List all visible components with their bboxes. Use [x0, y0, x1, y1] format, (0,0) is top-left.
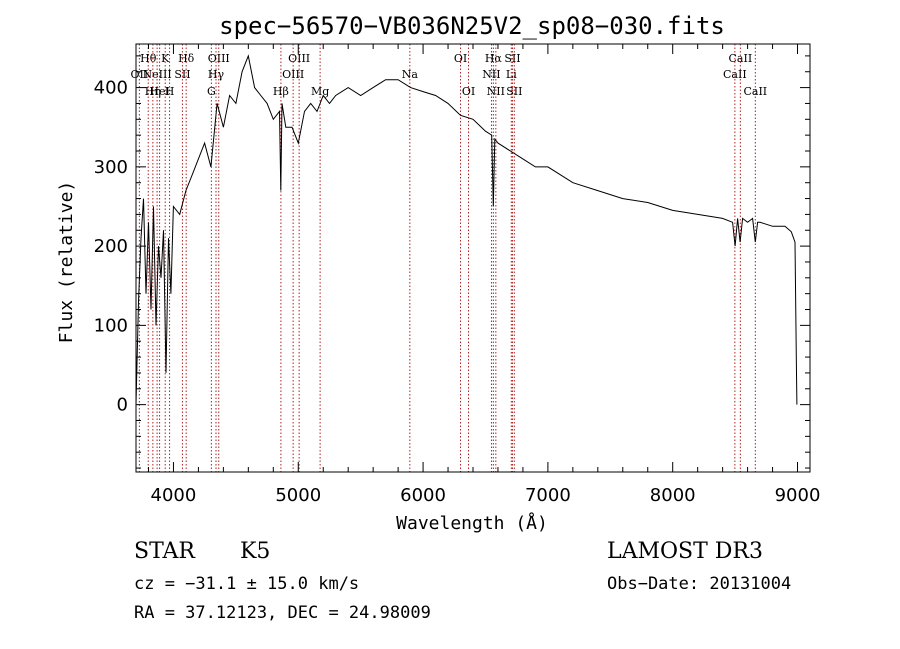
- line-label-27: CaII: [743, 85, 767, 98]
- y-tick-label-3: 300: [94, 157, 128, 178]
- line-label-16: Na: [402, 68, 419, 81]
- y-tick-label-1: 100: [94, 315, 128, 336]
- object-subclass: K5: [240, 539, 271, 564]
- line-label-3: NeIII: [143, 68, 172, 81]
- line-label-11: OIII: [208, 52, 230, 65]
- line-label-20: Hα: [485, 52, 503, 65]
- emission-line-labels: OII Hθ Hη NeIII HeI K H SII Hδ G Hγ OIII Hβ OIII OIII M…: [131, 52, 768, 98]
- line-label-17: OI: [454, 52, 467, 65]
- line-label-15: Mg: [311, 85, 329, 98]
- observation-date: Obs−Date: 20131004: [607, 574, 792, 594]
- line-label-4: HeI: [149, 85, 169, 98]
- line-label-24: SII: [506, 85, 522, 98]
- x-tick-label-1: 5000: [275, 485, 321, 506]
- x-tick-label-3: 7000: [525, 485, 571, 506]
- x-tick-label-5: 9000: [775, 485, 821, 506]
- y-tick-label-2: 200: [94, 236, 128, 257]
- line-label-1: Hθ: [140, 52, 157, 65]
- survey-name: LAMOST DR3: [607, 539, 763, 564]
- line-label-10: Hγ: [208, 68, 225, 81]
- x-tick-label-4: 8000: [650, 485, 696, 506]
- y-axis-ticks: 0 100 200 300 400: [94, 55, 810, 469]
- line-label-19: NII: [482, 68, 500, 81]
- line-label-9: G: [207, 85, 216, 98]
- line-label-5: K: [161, 52, 170, 65]
- x-axis-label: Wavelength (Å): [396, 512, 548, 534]
- line-label-13: OIII: [282, 68, 304, 81]
- y-tick-label-4: 400: [94, 78, 128, 99]
- line-label-21: NII: [487, 85, 505, 98]
- line-label-7: SII: [174, 68, 190, 81]
- y-tick-label-0: 0: [117, 395, 128, 416]
- line-label-22: Li: [506, 68, 517, 81]
- line-label-0: OII: [131, 68, 149, 81]
- x-tick-label-0: 4000: [151, 485, 197, 506]
- coordinates: RA = 37.12123, DEC = 24.98009: [134, 603, 431, 623]
- line-label-18: OI: [462, 85, 475, 98]
- redshift-cz: cz = −31.1 ± 15.0 km/s: [134, 574, 360, 594]
- x-tick-label-2: 6000: [400, 485, 446, 506]
- line-label-2: Hη: [145, 85, 161, 98]
- object-class: STAR: [134, 539, 195, 564]
- plot-frame: [135, 43, 811, 473]
- flux-series-line: [135, 54, 798, 405]
- line-label-23: SII: [504, 52, 520, 65]
- line-label-14: OIII: [288, 52, 310, 65]
- line-label-12: Hβ: [273, 85, 289, 98]
- line-label-6: H: [165, 85, 175, 98]
- emission-line-markers: [138, 44, 756, 472]
- line-label-26: CaII: [729, 52, 753, 65]
- line-label-25: CaII: [723, 68, 747, 81]
- line-label-8: Hδ: [178, 52, 195, 65]
- chart-title: spec−56570−VB036N25V2_sp08−030.fits: [219, 12, 725, 40]
- x-axis-ticks: 4000 5000 6000 7000 8000 9000: [147, 44, 821, 506]
- y-axis-label: Flux (relative): [56, 181, 77, 344]
